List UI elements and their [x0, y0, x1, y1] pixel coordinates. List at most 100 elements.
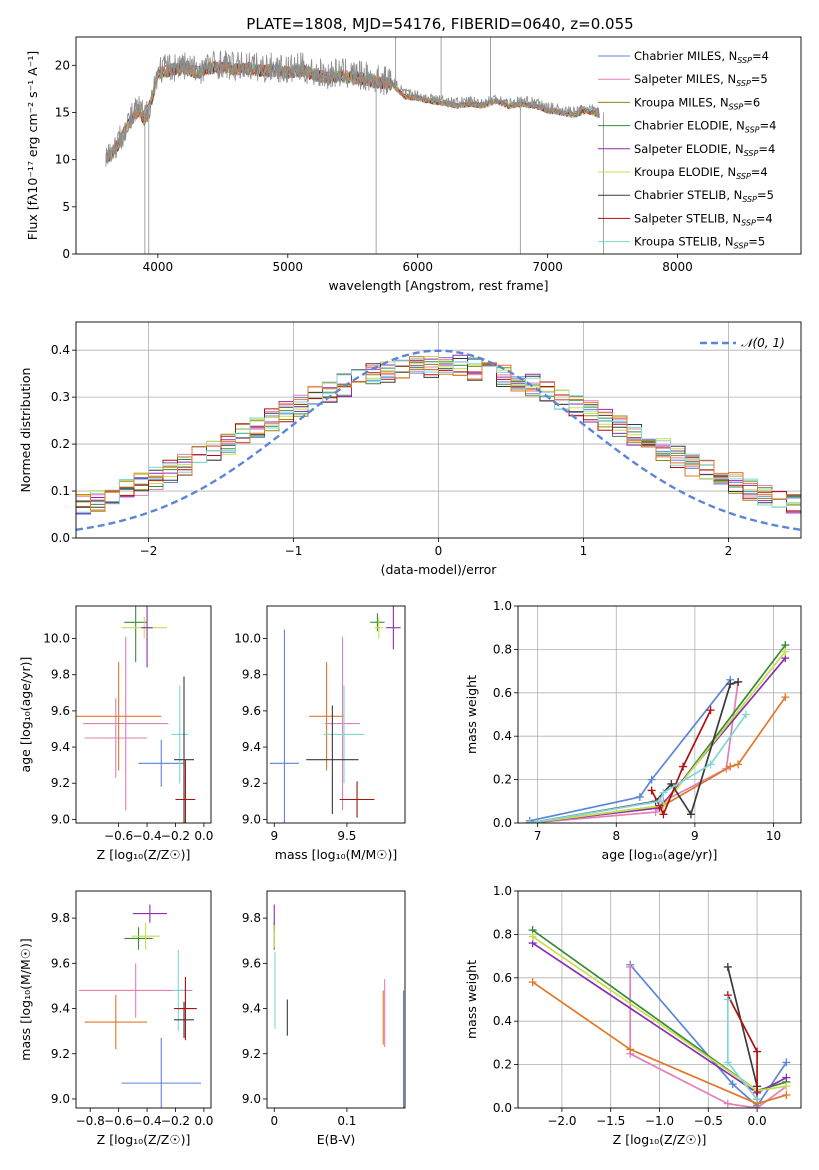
legend-label: Chabrier MILES, NSSP=4: [634, 49, 769, 65]
series-marker: [626, 962, 635, 971]
x-tick-label: 8000: [662, 260, 693, 274]
x-tick-label: 9: [270, 829, 278, 843]
series-marker: [728, 1080, 737, 1089]
series-marker: [734, 677, 743, 686]
plot-frame: [266, 890, 406, 1109]
x-tick-label: 0.0: [194, 1114, 213, 1128]
y-tick-label: 9.6: [242, 956, 261, 970]
y-tick-label: 9.6: [51, 956, 70, 970]
x-tick-label: 10: [766, 829, 781, 843]
y-tick-label: 9.2: [51, 1047, 70, 1061]
y-tick-label: 0.4: [493, 1014, 512, 1028]
series-marker: [723, 962, 732, 971]
y-tick-label: 0.8: [493, 642, 512, 656]
panel-mass-weight-vs-Z: −2.0 −1.5 −1.0 −0.5 0.0 0.0 0.2 0.4 0.6 0.8 1.0 Z […: [464, 884, 802, 1147]
plot-background: [76, 891, 211, 1108]
legend-label: Kroupa MILES, NSSP=6: [634, 95, 760, 111]
plot-area: [105, 37, 604, 254]
y-tick-label: 0.0: [493, 1101, 512, 1115]
series-marker: [528, 932, 537, 941]
plot-frame: [75, 605, 212, 824]
plot-frame: [75, 36, 802, 255]
series-marker: [723, 995, 732, 1004]
series-marker: [635, 792, 644, 801]
y-tick-label: 9.8: [242, 911, 261, 925]
y-tick-label: 9.2: [242, 1047, 261, 1061]
y-tick-label: 9.4: [242, 740, 261, 754]
plot-frame: [75, 890, 212, 1109]
x-tick-label: 4000: [143, 260, 174, 274]
x-tick-label: −1.0: [645, 1114, 674, 1128]
y-tick-label: 9.6: [51, 704, 70, 718]
plot-background: [267, 606, 405, 823]
series-marker: [655, 797, 664, 806]
y-tick-label: 1.0: [493, 599, 512, 613]
series-marker: [659, 788, 668, 797]
y-tick-label: 9.8: [51, 911, 70, 925]
x-tick-label: −1: [285, 544, 303, 558]
error-bar-point: [269, 629, 299, 823]
x-tick-label: 8: [612, 829, 620, 843]
x-tick-label: 1: [580, 544, 588, 558]
y-tick-label: 5: [62, 200, 70, 214]
error-bar-point: [132, 904, 167, 923]
gaussian-curve: [76, 349, 801, 531]
series-marker: [723, 1099, 732, 1108]
y-tick-label: 9.2: [242, 776, 261, 790]
y-tick-label: 15: [55, 105, 70, 119]
x-tick-label: −0.5: [694, 1114, 723, 1128]
legend-label: 𝒩(0, 1): [741, 336, 785, 350]
series-marker: [706, 706, 715, 715]
y-axis-label: Flux [fλ10⁻¹⁷ erg cm⁻² s⁻¹ A⁻¹]: [25, 51, 40, 240]
x-tick-label: −1.5: [596, 1114, 625, 1128]
y-axis-label: age [log₁₀(age/yr)]: [18, 657, 33, 773]
x-axis-label: age [log₁₀(age/yr)]: [602, 847, 718, 862]
error-bar-point: [131, 922, 160, 950]
series-marker: [706, 760, 715, 769]
x-tick-label: −0.4: [132, 829, 161, 843]
series-marker: [667, 779, 676, 788]
x-tick-label: 0.0: [194, 829, 213, 843]
panel-mass-vs-Z: −0.8 −0.6 −0.4 −0.2 0.0 9.0 9.2 9.4 9.6 9.8 Z [log…: [18, 890, 213, 1147]
error-bar-point: [370, 613, 385, 632]
residual-histogram: [76, 356, 801, 521]
error-bar-point: [141, 606, 153, 668]
series-marker: [781, 693, 790, 702]
series-line: [532, 981, 787, 1105]
legend-label: Kroupa STELIB, NSSP=5: [634, 235, 765, 251]
y-axis-label: mass weight: [464, 675, 479, 754]
y-tick-label: 0.2: [51, 437, 70, 451]
plot-area: [525, 641, 790, 823]
y-tick-label: 9.0: [51, 812, 70, 826]
y-tick-label: 9.0: [242, 1092, 261, 1106]
y-tick-label: 0.4: [51, 343, 70, 357]
panel-mass-vs-ebv: 0 0.1 9.0 9.2 9.4 9.6 9.8 E(B-V): [242, 890, 406, 1147]
plot-area: [528, 926, 791, 1108]
legend-label: Salpeter MILES, NSSP=5: [634, 72, 768, 88]
error-bar-point: [84, 698, 148, 778]
series-marker: [753, 1047, 762, 1056]
plot-area: [78, 904, 202, 1108]
x-tick-label: −0.2: [161, 1114, 190, 1128]
x-tick-label: 0.1: [337, 1114, 356, 1128]
y-tick-label: 9.4: [51, 1002, 70, 1016]
figure-title: PLATE=1808, MJD=54176, FIBERID=0640, z=0…: [246, 15, 633, 33]
plot-frame: [266, 605, 406, 824]
error-bar-point: [339, 781, 375, 818]
series-marker: [659, 810, 668, 819]
series-marker: [626, 1045, 635, 1054]
y-tick-label: 10.0: [43, 632, 70, 646]
y-axis-label: Normed distribution: [18, 368, 33, 493]
error-bar-point: [386, 606, 401, 650]
error-bar-point: [175, 759, 196, 823]
y-tick-label: 9.8: [51, 668, 70, 682]
x-tick-label: 0: [270, 1114, 278, 1128]
y-tick-label: 9.2: [51, 776, 70, 790]
series-marker: [781, 647, 790, 656]
series-marker: [679, 762, 688, 771]
x-tick-label: 0: [435, 544, 443, 558]
x-axis-label: Z [log₁₀(Z/Z☉)]: [97, 1132, 191, 1147]
x-tick-label: −0.6: [104, 1114, 133, 1128]
error-bar-point: [309, 662, 344, 771]
